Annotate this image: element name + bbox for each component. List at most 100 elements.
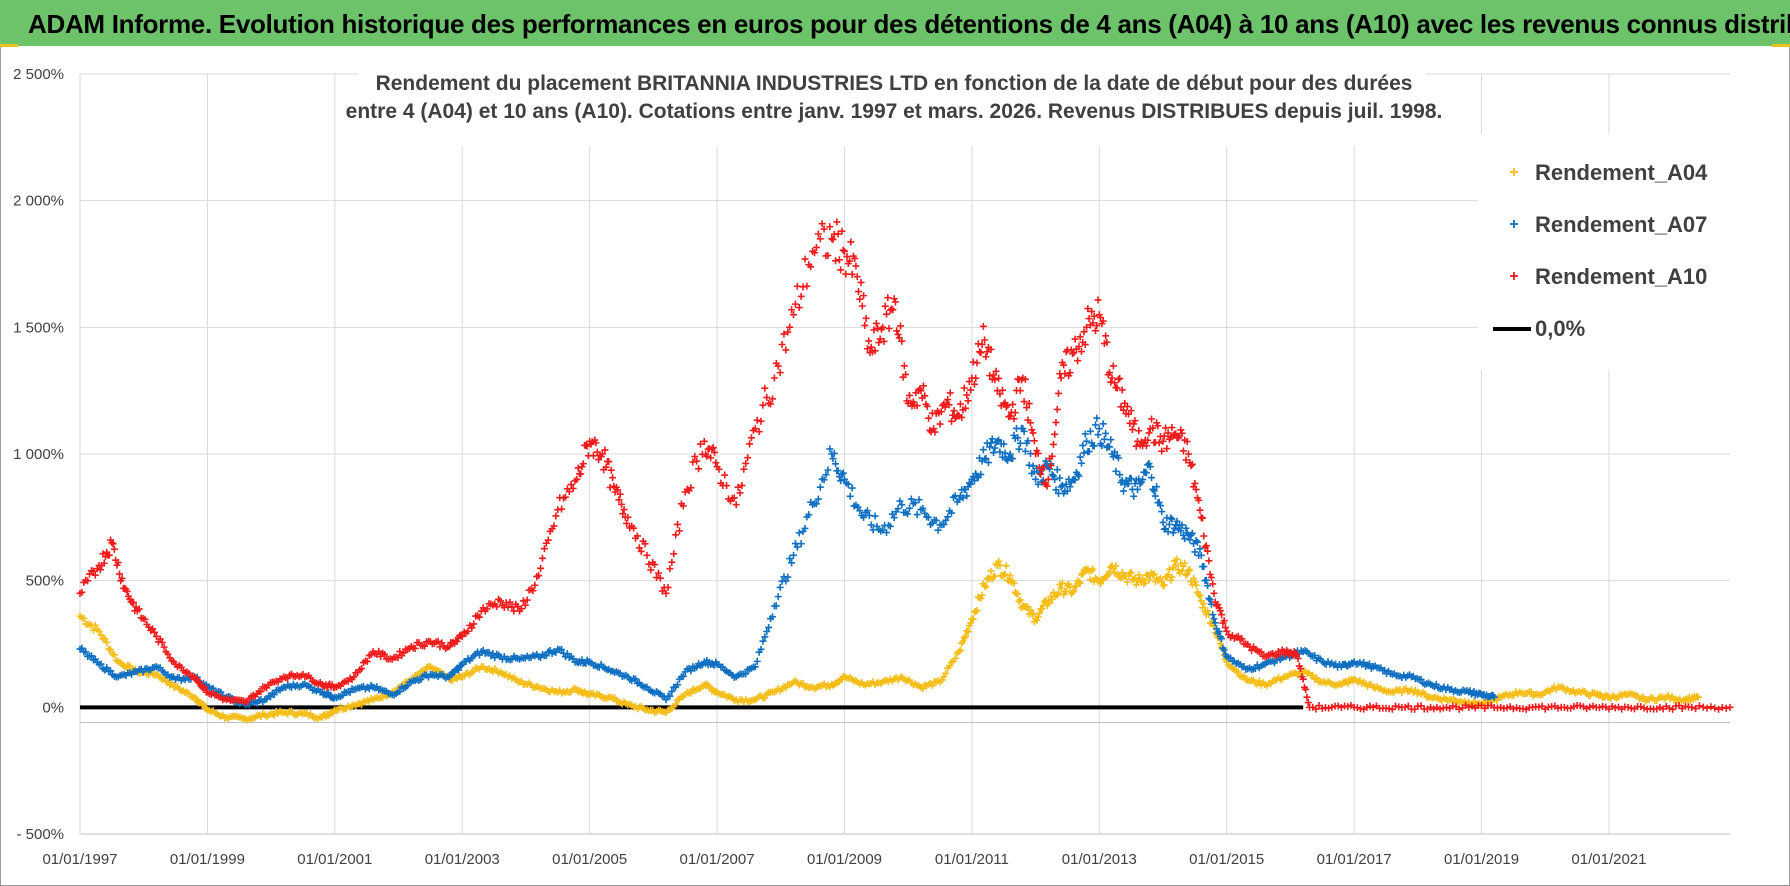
a10-point	[592, 439, 600, 447]
a04-point	[1077, 571, 1085, 579]
a10-point	[658, 587, 666, 595]
a04-point	[112, 656, 120, 664]
a04-point	[1097, 580, 1105, 588]
a07-point	[1020, 427, 1028, 435]
a07-point	[782, 577, 790, 585]
a07-point	[1432, 680, 1440, 688]
a04-point	[1149, 571, 1157, 579]
a10-point	[767, 400, 775, 408]
a10-point	[1201, 543, 1209, 551]
a07-point	[1220, 646, 1228, 654]
a10-point	[977, 349, 985, 357]
a07-point	[563, 650, 571, 658]
a07-point	[904, 510, 912, 518]
a07-point	[948, 509, 956, 517]
a10-point	[1055, 389, 1063, 397]
a10-point	[1290, 647, 1298, 655]
a04-point	[1639, 693, 1647, 701]
a10-point	[514, 603, 522, 611]
legend-label: Rendement_A10	[1535, 264, 1707, 289]
a04-point	[1693, 693, 1701, 701]
a10-point	[1589, 702, 1597, 710]
a10-point	[358, 665, 366, 673]
a04-point	[928, 682, 936, 690]
a07-point	[1145, 460, 1153, 468]
a07-point	[970, 477, 978, 485]
a04-point	[89, 626, 97, 634]
a04-point	[97, 631, 105, 639]
a04-point	[1034, 613, 1042, 621]
a07-point	[996, 448, 1004, 456]
a10-point	[801, 255, 809, 263]
a10-point	[1158, 447, 1166, 455]
a10-point	[118, 574, 126, 582]
a10-point	[833, 218, 841, 226]
a07-point	[839, 469, 847, 477]
a10-point	[945, 401, 953, 409]
a07-point	[793, 543, 801, 551]
a10-point	[852, 262, 860, 270]
a10-point	[1191, 479, 1199, 487]
a04-point	[583, 691, 591, 699]
a10-point	[130, 598, 138, 606]
a07-point	[552, 648, 560, 656]
page-title: ADAM Informe. Evolution historique des p…	[28, 9, 1790, 39]
a10-point	[1214, 601, 1222, 609]
x-tick-label: 01/01/2005	[552, 851, 627, 868]
a10-point	[782, 346, 790, 354]
a04-point	[1196, 592, 1204, 600]
a10-point	[1169, 432, 1177, 440]
a10-point	[897, 322, 905, 330]
a10-point	[865, 337, 873, 345]
a04-point	[1141, 578, 1149, 586]
a10-point	[381, 650, 389, 658]
series-rendement_a07	[76, 414, 1498, 709]
a10-point	[152, 632, 160, 640]
a10-point	[712, 459, 720, 467]
a10-point	[723, 482, 731, 490]
a10-point	[1091, 327, 1099, 335]
a07-point	[1211, 619, 1219, 627]
a07-point	[324, 689, 332, 697]
a04-point	[1240, 672, 1248, 680]
a07-point	[1195, 551, 1203, 559]
a10-point	[114, 559, 122, 567]
a10-point	[1145, 429, 1153, 437]
a07-point	[1186, 536, 1194, 544]
a04-point	[1089, 565, 1097, 573]
a07-point	[826, 445, 834, 453]
a07-point	[1066, 483, 1074, 491]
a04-point	[379, 694, 387, 702]
a07-point	[1170, 524, 1178, 532]
a10-point	[670, 550, 678, 558]
a04-point	[1076, 579, 1084, 587]
a04-point	[1086, 576, 1094, 584]
a07-point	[1205, 594, 1213, 602]
a10-point	[565, 488, 573, 496]
series-layer	[76, 218, 1734, 724]
y-tick-label: - 500%	[16, 826, 64, 843]
a04-point	[896, 674, 904, 682]
a07-point	[993, 437, 1001, 445]
a10-point	[919, 382, 927, 390]
a07-point	[1052, 486, 1060, 494]
a10-point	[953, 413, 961, 421]
a10-point	[1404, 702, 1412, 710]
y-tick-label: 500%	[26, 573, 64, 590]
a10-point	[890, 295, 898, 303]
a10-point	[151, 628, 159, 636]
a10-point	[870, 326, 878, 334]
a10-point	[633, 532, 641, 540]
a07-point	[1114, 454, 1122, 462]
a04-point	[1055, 589, 1063, 597]
a07-point	[896, 497, 904, 505]
a10-point	[647, 566, 655, 574]
a07-point	[871, 512, 879, 520]
a07-point	[457, 662, 465, 670]
a07-point	[854, 503, 862, 511]
a10-point	[666, 565, 674, 573]
a10-point	[396, 648, 404, 656]
a10-point	[348, 675, 356, 683]
a07-point	[965, 479, 973, 487]
a07-point	[988, 435, 996, 443]
